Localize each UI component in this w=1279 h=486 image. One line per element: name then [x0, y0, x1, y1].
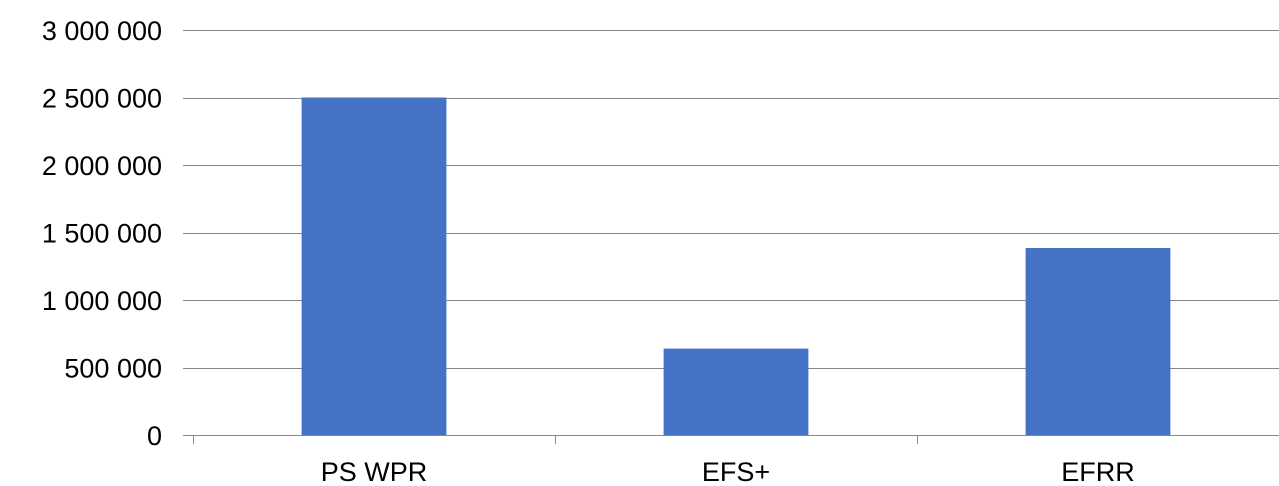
bar-efrr	[1025, 248, 1171, 435]
y-tick-label: 2 000 000	[42, 151, 162, 181]
bars	[301, 97, 1171, 435]
y-tick-label: 0	[147, 421, 162, 451]
x-axis-tick-labels: PS WPR EFS+ EFRR	[321, 457, 1135, 486]
bar-efs	[663, 348, 809, 435]
x-tick-label: EFS+	[702, 457, 770, 486]
y-tick-label: 3 000 000	[42, 16, 162, 46]
bar-ps-wpr	[301, 97, 447, 435]
x-axis	[193, 435, 1279, 444]
y-tick-label: 1 500 000	[42, 219, 162, 249]
y-tick-label: 1 000 000	[42, 286, 162, 316]
x-tick-label: EFRR	[1061, 457, 1135, 486]
x-tick-label: PS WPR	[321, 457, 428, 486]
y-tick-label: 2 500 000	[42, 84, 162, 114]
y-tick-label: 500 000	[64, 354, 162, 384]
y-axis-tick-labels: 0 500 000 1 000 000 1 500 000 2 000 000 2 500…	[42, 16, 162, 451]
